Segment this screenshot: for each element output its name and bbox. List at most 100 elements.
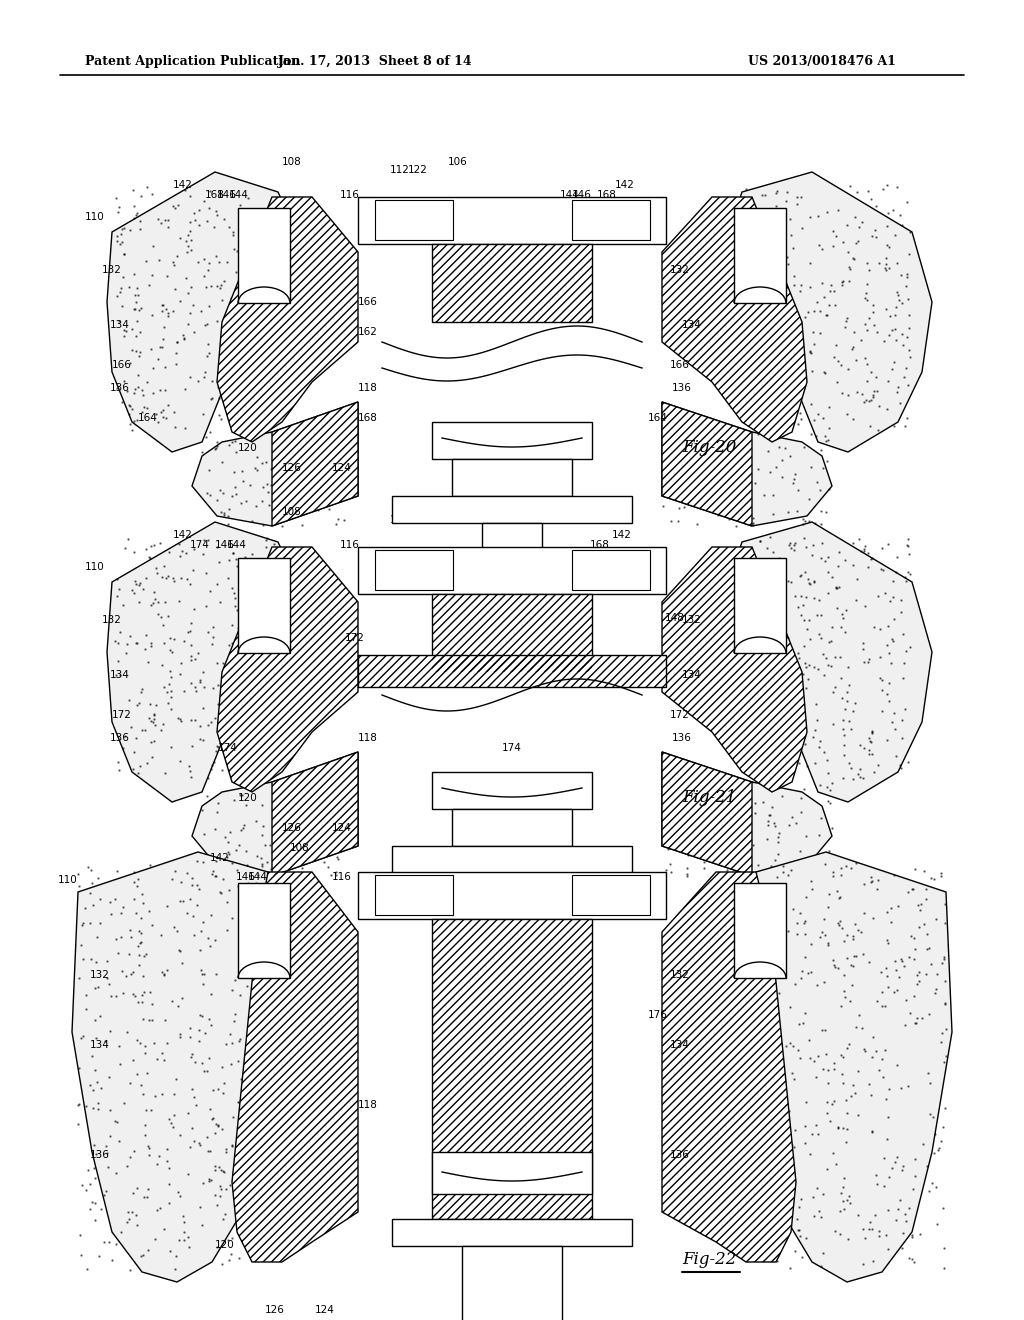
Text: 136: 136	[110, 733, 130, 743]
Text: 134: 134	[682, 671, 701, 680]
Text: 134: 134	[110, 319, 130, 330]
Bar	[432, 919, 592, 1218]
Text: 134: 134	[110, 671, 130, 680]
Bar	[375, 201, 453, 240]
Bar	[452, 459, 572, 496]
Bar	[432, 594, 592, 672]
Text: 122: 122	[408, 515, 428, 525]
Bar	[432, 594, 592, 672]
Bar	[432, 244, 592, 322]
Text: 132: 132	[670, 970, 690, 979]
Text: 142: 142	[536, 853, 555, 863]
Text: 166: 166	[670, 360, 690, 370]
Bar	[238, 209, 290, 304]
Polygon shape	[662, 546, 807, 792]
Text: Patent Application Publication: Patent Application Publication	[85, 55, 300, 69]
Text: 110: 110	[85, 213, 104, 222]
Bar	[358, 546, 666, 594]
Text: 144: 144	[227, 540, 247, 550]
Text: 176: 176	[648, 1010, 668, 1020]
Text: 124: 124	[315, 1305, 335, 1315]
Bar	[375, 875, 453, 915]
Text: 148: 148	[665, 612, 685, 623]
Text: 170: 170	[358, 673, 378, 682]
Bar	[572, 550, 650, 590]
Text: 142: 142	[210, 853, 230, 863]
Text: 144: 144	[560, 190, 580, 201]
Polygon shape	[662, 752, 831, 876]
Bar	[482, 523, 542, 570]
Text: 164: 164	[648, 413, 668, 422]
Text: 118: 118	[358, 733, 378, 743]
Bar	[432, 919, 592, 1218]
Polygon shape	[662, 403, 752, 525]
Polygon shape	[106, 172, 292, 451]
Text: 118: 118	[358, 383, 378, 393]
Text: 110: 110	[610, 875, 630, 884]
Text: 124: 124	[332, 463, 352, 473]
Polygon shape	[662, 403, 831, 525]
Bar	[432, 422, 592, 459]
Bar	[392, 1218, 632, 1246]
Polygon shape	[732, 521, 932, 803]
Bar	[358, 655, 666, 686]
Text: 164: 164	[138, 413, 158, 422]
Text: 174: 174	[190, 540, 210, 550]
Bar	[238, 558, 290, 653]
Polygon shape	[232, 873, 358, 1262]
Bar	[358, 873, 666, 919]
Bar	[432, 772, 592, 809]
Polygon shape	[72, 851, 292, 1282]
Text: 110: 110	[638, 213, 657, 222]
Text: 146: 146	[217, 190, 237, 201]
Text: 118: 118	[358, 1100, 378, 1110]
Text: 132: 132	[90, 970, 110, 979]
Text: 122: 122	[408, 165, 428, 176]
Text: 142: 142	[173, 531, 193, 540]
Text: 146: 146	[442, 873, 462, 882]
Text: 136: 136	[672, 383, 692, 393]
Bar	[375, 550, 453, 590]
Text: 136: 136	[90, 1150, 110, 1160]
Text: 172: 172	[670, 710, 690, 719]
Text: 132: 132	[102, 265, 122, 275]
Polygon shape	[217, 197, 358, 442]
Text: 166: 166	[358, 297, 378, 308]
Bar	[572, 875, 650, 915]
Bar	[358, 655, 666, 686]
Text: 134: 134	[682, 319, 701, 330]
Bar	[734, 558, 786, 653]
Text: 108: 108	[283, 157, 302, 168]
Text: Fig-22: Fig-22	[682, 1251, 736, 1269]
Polygon shape	[193, 403, 358, 525]
Text: Jan. 17, 2013  Sheet 8 of 14: Jan. 17, 2013 Sheet 8 of 14	[278, 55, 472, 69]
Text: 122: 122	[413, 847, 433, 858]
Text: 112: 112	[390, 165, 410, 176]
Text: 174: 174	[502, 743, 522, 752]
Bar	[452, 809, 572, 846]
Text: 120: 120	[239, 793, 258, 803]
Bar	[462, 1246, 562, 1320]
Text: 134: 134	[90, 1040, 110, 1049]
Text: 168: 168	[590, 540, 610, 550]
Text: 132: 132	[670, 265, 690, 275]
Text: 136: 136	[672, 733, 692, 743]
Text: 168: 168	[205, 190, 225, 201]
Text: 162: 162	[358, 327, 378, 337]
Text: 134: 134	[670, 1040, 690, 1049]
Text: 116: 116	[332, 873, 352, 882]
Text: 166: 166	[112, 360, 132, 370]
Text: 106: 106	[454, 843, 474, 853]
Bar	[392, 496, 632, 523]
Text: 136: 136	[110, 383, 130, 393]
Text: 126: 126	[265, 1305, 285, 1315]
Text: 168: 168	[358, 413, 378, 422]
Bar	[432, 244, 592, 322]
Polygon shape	[272, 752, 358, 876]
Text: 110: 110	[58, 875, 78, 884]
Text: 120: 120	[239, 444, 258, 453]
Text: 108: 108	[283, 507, 302, 517]
Text: 126: 126	[282, 822, 302, 833]
Text: 106: 106	[449, 507, 468, 517]
Text: Fig-20: Fig-20	[682, 440, 736, 457]
